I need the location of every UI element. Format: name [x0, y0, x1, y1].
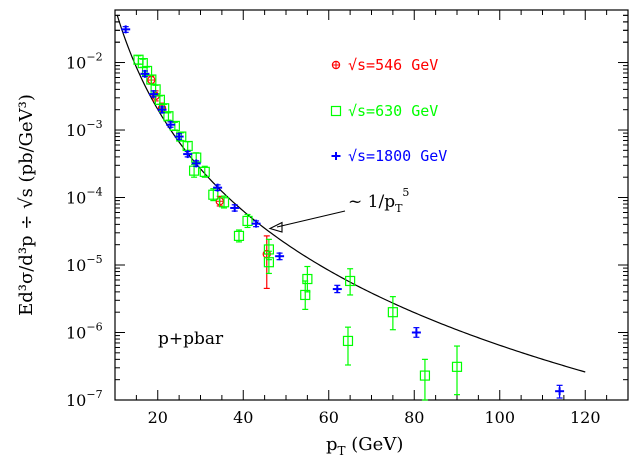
data-marker [199, 166, 210, 177]
data-marker [163, 111, 174, 122]
data-marker [387, 307, 398, 318]
data-point [148, 90, 158, 99]
data-marker [208, 189, 219, 200]
data-point [302, 265, 313, 293]
legend-entry: √s=630 GeV [330, 102, 438, 120]
x-tick-label: 120 [570, 408, 601, 427]
x-tick-label: 20 [148, 408, 168, 427]
series-circle-cross [147, 75, 271, 290]
data-point [199, 165, 210, 178]
y-tick-labels: 10−7 10−6 10−5 10−4 10−3 10−2 [66, 51, 103, 410]
series-square [133, 54, 463, 401]
data-point [345, 268, 356, 296]
data-marker [419, 370, 431, 381]
y-axis-title: Ed³σ/d³p ÷ √s (pb/GeV³) [16, 94, 37, 316]
data-point [157, 105, 167, 114]
data-marker [242, 215, 253, 227]
data-marker [218, 197, 230, 208]
fit-curve-label-sup: 5 [402, 186, 409, 199]
data-point [230, 203, 240, 212]
y-tick-label: 10−6 [66, 321, 103, 343]
data-marker [233, 230, 245, 241]
data-marker [300, 289, 311, 301]
data-point [242, 213, 253, 229]
x-tick-label: 60 [319, 408, 339, 427]
data-point [146, 74, 157, 85]
data-point [300, 280, 311, 310]
legend-label: √s=630 GeV [348, 102, 438, 120]
axis-ticks [114, 9, 629, 401]
data-point [251, 219, 261, 228]
x-tick-label: 80 [404, 408, 424, 427]
data-point [555, 384, 565, 399]
y-tick-label: 10−4 [66, 186, 103, 208]
x-axis-title: pT (GeV) [326, 434, 403, 458]
series-star [121, 25, 565, 399]
data-point [218, 195, 230, 209]
data-point [150, 84, 161, 95]
data-series [121, 25, 565, 401]
legend-entry: √s=1800 GeV [331, 147, 447, 165]
legend-entry: √s=546 GeV [331, 56, 438, 74]
data-point [174, 132, 184, 141]
data-marker [451, 361, 463, 372]
data-point [140, 69, 150, 78]
data-point [342, 326, 354, 366]
data-marker [342, 335, 354, 347]
fit-curve-arrow [276, 210, 346, 228]
data-point [451, 345, 463, 396]
data-point [166, 120, 176, 129]
data-point [411, 327, 421, 338]
data-point [263, 238, 274, 261]
data-point [163, 111, 174, 122]
fit-curve-label-sub: T [395, 202, 403, 215]
x-axis-title-rest: (GeV) [346, 434, 404, 455]
x-tick-label: 100 [484, 408, 515, 427]
process-label: p+pbar [158, 329, 224, 349]
x-tick-labels: 20 40 60 80 100 120 [148, 408, 601, 427]
x-axis-title-base: p [326, 434, 338, 455]
data-point [183, 150, 193, 159]
data-point [169, 120, 180, 132]
x-axis-title-sub: T [338, 444, 346, 458]
data-point [332, 284, 342, 294]
fit-curve-label: ~ 1/pT 5 [348, 186, 409, 215]
y-tick-label: 10−5 [66, 253, 103, 275]
data-marker [345, 275, 356, 287]
y-tick-label: 10−3 [66, 118, 103, 140]
data-marker [263, 244, 274, 255]
y-tick-label: 10−2 [66, 51, 103, 73]
data-point [387, 296, 398, 331]
fit-curve-arrowhead [268, 221, 283, 233]
data-point [121, 25, 131, 34]
data-point [275, 252, 285, 261]
fit-curve-label-lead: ~ 1/p [348, 192, 395, 212]
data-marker [146, 74, 157, 85]
data-point [208, 188, 219, 202]
y-tick-label: 10−7 [66, 388, 103, 410]
x-tick-label: 40 [233, 408, 253, 427]
data-point [419, 358, 431, 401]
data-point [213, 183, 223, 192]
data-point [191, 159, 201, 168]
legend-label: √s=1800 GeV [348, 147, 447, 165]
data-marker [302, 273, 313, 285]
data-point [233, 229, 245, 243]
legend-label: √s=546 GeV [348, 56, 438, 74]
legend: √s=546 GeV √s=630 GeV √s=1800 GeV [330, 56, 447, 165]
data-marker [330, 105, 342, 117]
